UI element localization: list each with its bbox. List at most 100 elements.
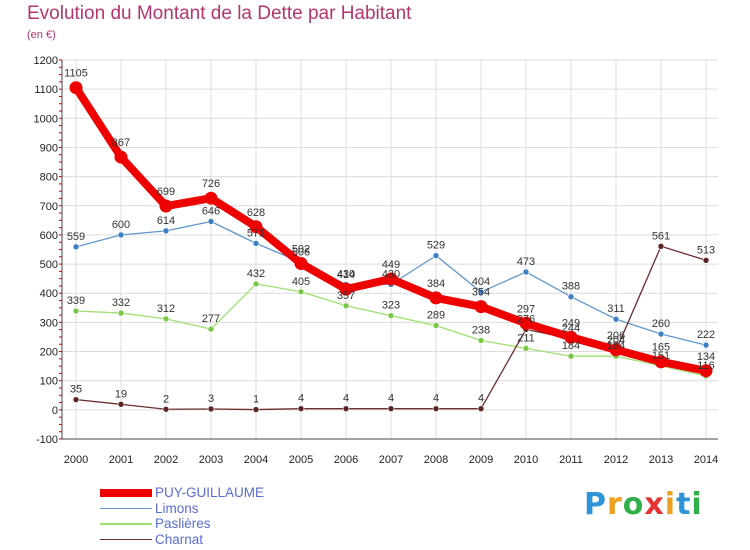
- legend-item: Charnat: [100, 532, 264, 548]
- data-point: [117, 309, 125, 317]
- x-tick-label: 2001: [109, 454, 133, 466]
- data-label: 449: [382, 259, 400, 271]
- data-label: 432: [247, 268, 265, 280]
- data-point: [342, 405, 350, 412]
- data-point: [657, 330, 665, 338]
- data-label: 405: [292, 276, 310, 288]
- data-label: 414: [337, 269, 355, 281]
- data-label: 2: [163, 393, 169, 405]
- y-tick-label: 1100: [34, 84, 58, 96]
- y-tick-label: 100: [40, 376, 58, 388]
- data-label: 600: [112, 219, 130, 231]
- data-point: [522, 268, 530, 276]
- data-point: [432, 405, 440, 412]
- y-tick-label: 600: [40, 230, 58, 242]
- legend-label: Paslières: [155, 516, 211, 531]
- data-label: 260: [652, 318, 670, 330]
- logo-letter: i: [664, 487, 677, 522]
- y-tick-label: 200: [40, 347, 58, 359]
- legend-item: PUY-GUILLAUME: [100, 485, 264, 501]
- data-label: 134: [697, 351, 715, 363]
- data-point: [207, 325, 215, 333]
- data-label: 297: [517, 303, 535, 315]
- data-label: 277: [202, 313, 220, 325]
- data-label: 222: [697, 329, 715, 341]
- data-point: [339, 282, 353, 296]
- data-point: [699, 364, 713, 378]
- data-point: [474, 300, 488, 314]
- data-label: 184: [562, 340, 580, 352]
- data-point: [387, 312, 395, 319]
- data-label: 4: [298, 393, 304, 405]
- data-label: 529: [427, 240, 445, 252]
- data-label: 867: [112, 137, 130, 149]
- data-point: [117, 231, 125, 239]
- data-point: [654, 355, 668, 369]
- data-label: 513: [697, 244, 715, 256]
- data-label: 628: [247, 207, 265, 219]
- data-label: 4: [388, 393, 394, 405]
- data-point: [114, 150, 128, 164]
- y-tick-label: 300: [40, 317, 58, 329]
- data-label: 646: [202, 206, 220, 218]
- data-label: 559: [67, 231, 85, 243]
- data-label: 699: [157, 186, 175, 198]
- data-label: 614: [157, 215, 175, 227]
- data-label: 357: [337, 290, 355, 302]
- data-label: 19: [115, 388, 127, 400]
- x-tick-label: 2005: [289, 454, 313, 466]
- data-point: [702, 341, 710, 349]
- data-label: 4: [433, 393, 439, 405]
- data-label: 204: [607, 334, 625, 346]
- data-label: 211: [517, 332, 535, 344]
- y-tick-label: 400: [40, 288, 58, 300]
- y-tick-label: -100: [36, 434, 58, 446]
- data-label: 165: [652, 342, 670, 354]
- x-tick-label: 2014: [694, 454, 718, 466]
- x-tick-label: 2004: [244, 454, 268, 466]
- legend-swatch: [100, 507, 152, 509]
- plot-background: [62, 60, 718, 439]
- data-point: [477, 337, 485, 344]
- data-point: [207, 218, 215, 225]
- y-tick-label: 0: [52, 405, 58, 417]
- y-tick-label: 1200: [34, 55, 58, 67]
- x-tick-label: 2013: [649, 454, 673, 466]
- y-tick-label: 700: [40, 201, 58, 213]
- proxiti-logo: Proxiti: [584, 487, 703, 522]
- series: [69, 81, 713, 413]
- data-point: [519, 316, 533, 330]
- legend-item: Limons: [100, 501, 264, 517]
- data-label: 238: [472, 324, 490, 336]
- data-point: [207, 405, 215, 413]
- data-point: [387, 405, 395, 412]
- data-point: [522, 345, 530, 352]
- data-point: [69, 81, 83, 95]
- data-label: 116: [697, 360, 715, 372]
- x-tick-label: 2002: [154, 454, 178, 466]
- data-label: 244: [562, 323, 580, 335]
- data-point: [72, 243, 80, 251]
- x-tick-label: 2007: [379, 454, 403, 466]
- y-tick-label: 800: [40, 172, 58, 184]
- data-point: [294, 256, 308, 270]
- y-tick-label: 500: [40, 259, 58, 271]
- x-tick-label: 2008: [424, 454, 448, 466]
- data-point: [252, 240, 260, 247]
- chart-title: Evolution du Montant de la Dette par Hab…: [27, 3, 412, 24]
- data-label: 1: [253, 394, 259, 406]
- data-point: [72, 307, 80, 315]
- data-point: [432, 322, 440, 329]
- logo-letter: P: [584, 487, 607, 522]
- x-tick-label: 2011: [559, 454, 583, 466]
- data-label: 473: [517, 256, 535, 268]
- data-label: 276: [517, 313, 535, 325]
- data-label: 311: [607, 303, 625, 315]
- data-point: [204, 191, 218, 205]
- data-label: 404: [472, 276, 490, 288]
- data-label: 339: [67, 295, 85, 307]
- data-point: [252, 406, 260, 413]
- data-point: [609, 343, 623, 357]
- data-point: [702, 256, 710, 264]
